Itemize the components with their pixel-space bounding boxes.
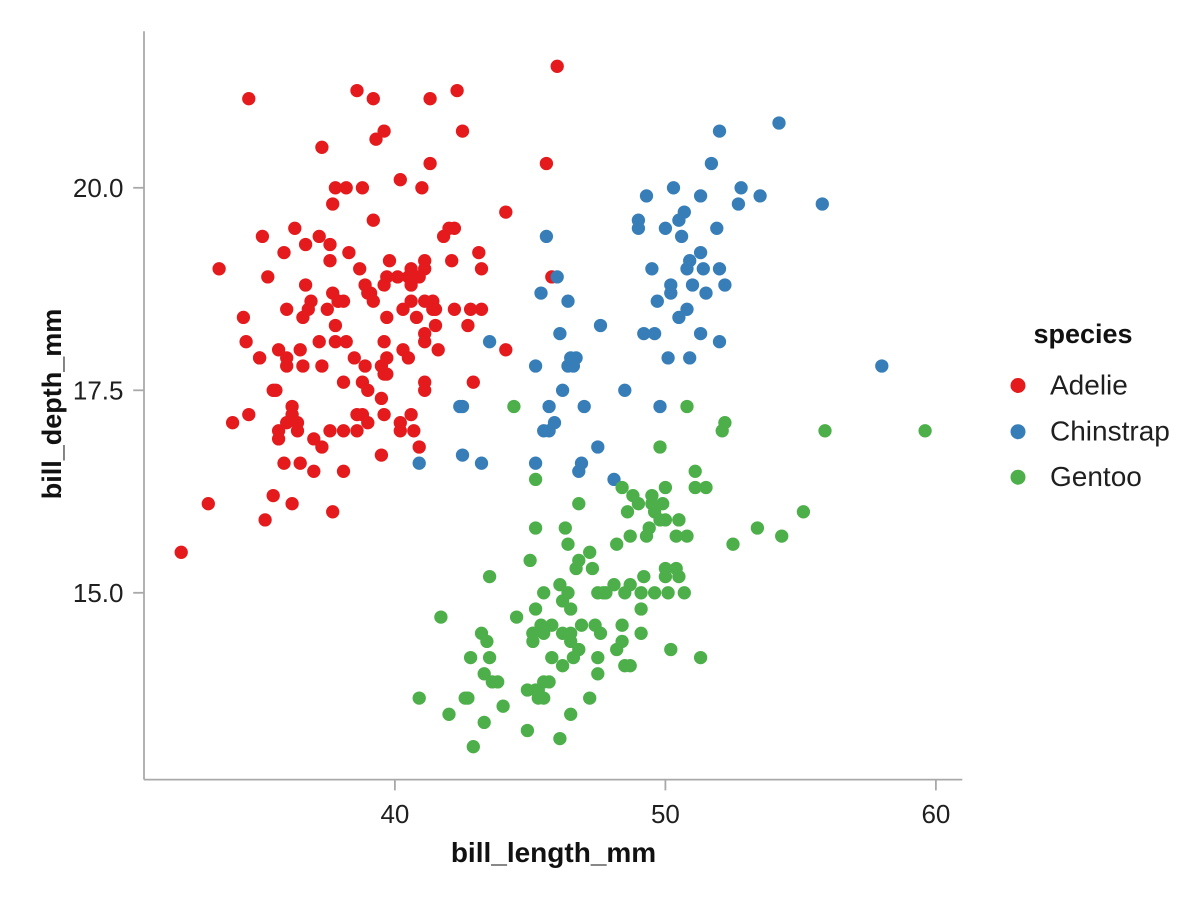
svg-text:15.0: 15.0: [73, 578, 124, 608]
svg-text:species: species: [1033, 319, 1132, 349]
svg-text:Adelie: Adelie: [1050, 370, 1128, 401]
svg-text:Chinstrap: Chinstrap: [1050, 416, 1170, 447]
svg-text:20.0: 20.0: [73, 173, 124, 203]
svg-text:50: 50: [651, 799, 680, 829]
svg-text:17.5: 17.5: [73, 376, 124, 406]
svg-text:40: 40: [380, 799, 409, 829]
svg-text:60: 60: [921, 799, 950, 829]
svg-text:Gentoo: Gentoo: [1050, 461, 1142, 492]
svg-text:bill_depth_mm: bill_depth_mm: [37, 309, 67, 500]
svg-text:bill_length_mm: bill_length_mm: [451, 837, 656, 868]
